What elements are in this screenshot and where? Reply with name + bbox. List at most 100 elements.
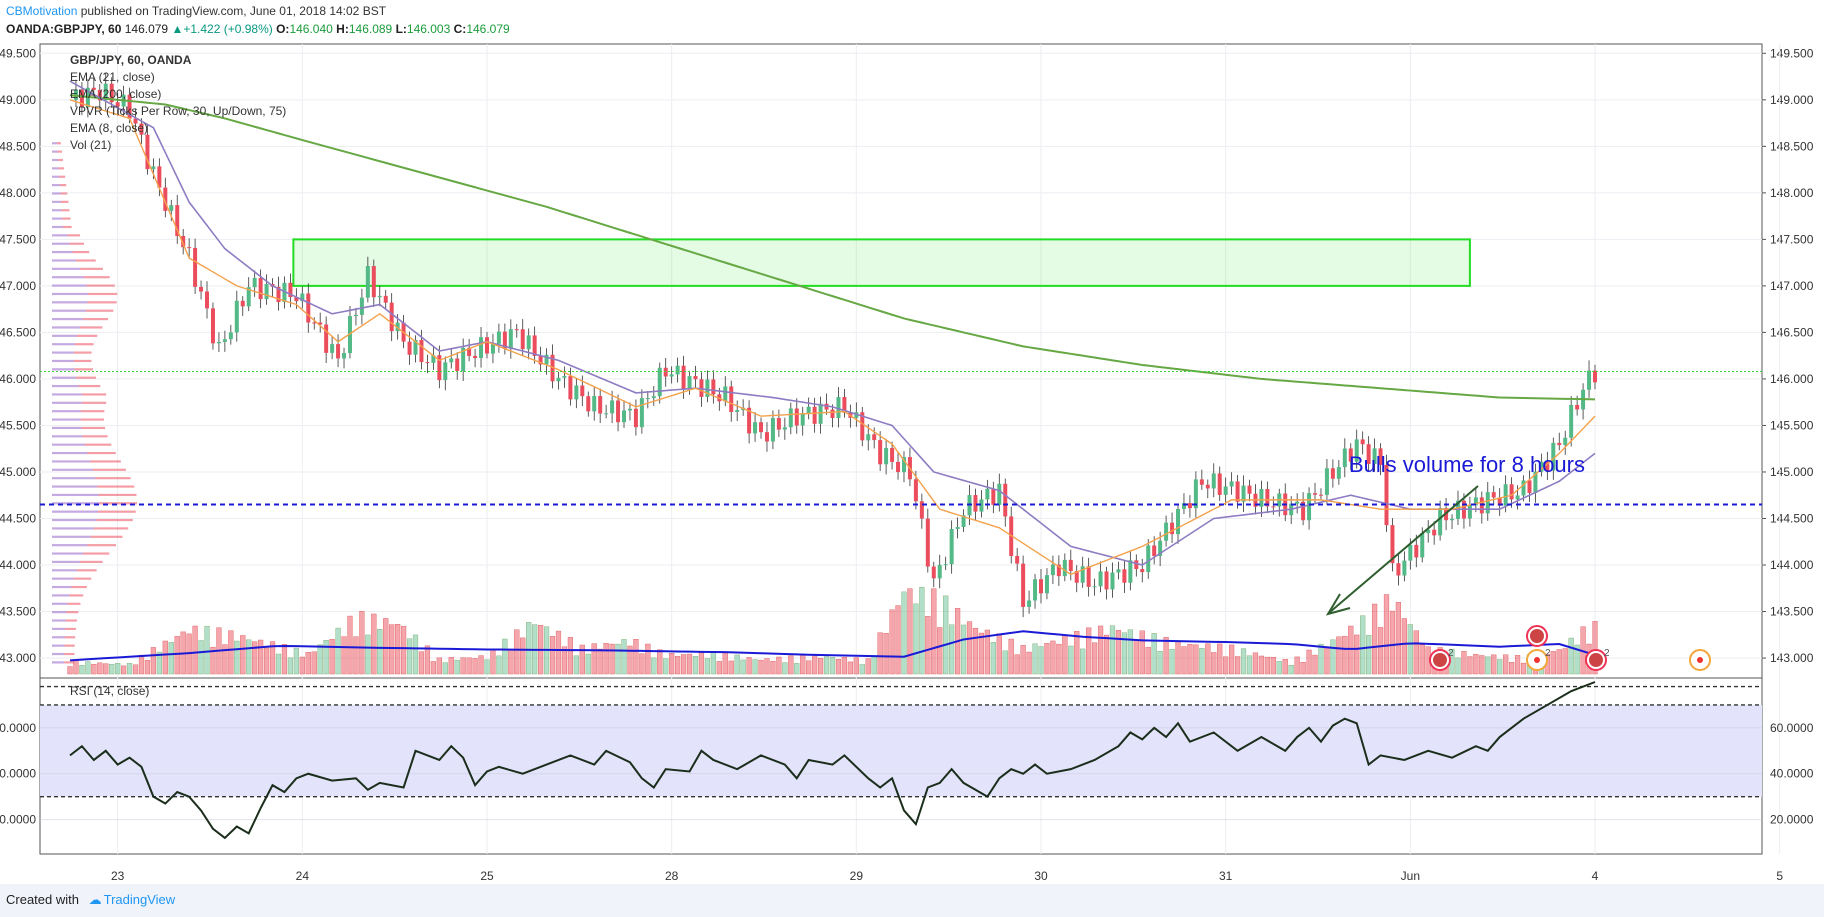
candle-down	[1086, 566, 1091, 587]
rsi-legend[interactable]: RSI (14, close)	[70, 684, 150, 698]
volume-bar	[1568, 637, 1574, 675]
candle-up	[901, 457, 906, 473]
volume-bar	[877, 632, 883, 675]
tradingview-logo-icon[interactable]: ☁	[88, 892, 102, 907]
vpvr-up-bar	[52, 435, 83, 438]
volume-bar	[1288, 664, 1294, 675]
candle-down	[336, 344, 341, 359]
candle-up	[687, 376, 692, 389]
tradingview-link[interactable]: TradingView	[103, 892, 176, 907]
volume-bar	[1092, 642, 1098, 675]
volume-bar	[1306, 649, 1312, 675]
vpvr-up-bar	[52, 468, 93, 471]
volume-bar	[1491, 654, 1497, 675]
vpvr-up-bar	[52, 569, 77, 572]
candle-down	[1348, 448, 1353, 462]
candle-up	[508, 329, 513, 349]
ema8-line	[69, 99, 1596, 576]
vpvr-down-bar	[98, 493, 137, 497]
symbol-label[interactable]: OANDA:GBPJPY, 60	[6, 22, 122, 36]
candle-up	[1473, 497, 1478, 506]
vpvr-down-bar	[69, 242, 84, 245]
volume-bar	[91, 664, 97, 675]
time-tick-label: 23	[111, 869, 125, 883]
candle-up	[216, 341, 221, 344]
volume-bar	[1103, 634, 1110, 675]
candle-down	[306, 293, 311, 323]
legend-item-volume[interactable]: Vol (21)	[70, 138, 112, 152]
vpvr-up-bar	[52, 493, 99, 497]
volume-bar	[1050, 640, 1056, 675]
candle-down	[187, 247, 192, 249]
candle-down	[210, 308, 215, 344]
vpvr-up-bar	[52, 351, 74, 354]
volume-bar	[949, 624, 955, 675]
candle-down	[199, 286, 204, 292]
volume-bar	[1294, 656, 1300, 675]
candle-down	[1575, 404, 1580, 410]
volume-bar	[567, 637, 573, 675]
volume-bar	[252, 641, 258, 675]
volume-bar	[728, 660, 734, 675]
legend-item-vpvr[interactable]: VPVR (Ticks Per Row, 30, Up/Down, 75)	[70, 104, 287, 118]
candle-down	[1187, 503, 1192, 509]
candle-up	[800, 413, 805, 426]
legend-item-ema200[interactable]: EMA (200, close)	[70, 87, 162, 101]
volume-bar	[323, 640, 329, 675]
vpvr-up-bar	[52, 292, 88, 296]
event-count: 2	[1448, 648, 1454, 659]
volume-bar	[293, 647, 299, 675]
candle-down	[139, 123, 144, 135]
price-tick-right: 148.500	[1770, 139, 1814, 153]
volume-bar	[764, 658, 770, 675]
volume-bar	[198, 640, 204, 675]
vpvr-up-bar	[52, 594, 70, 597]
candle-down	[759, 422, 764, 433]
candle-up	[1515, 495, 1520, 500]
vpvr-up-bar	[52, 552, 84, 555]
author-link[interactable]: CBMotivation	[6, 4, 78, 18]
vpvr-up-bar	[52, 225, 63, 229]
volume-bar	[1371, 603, 1378, 675]
candle-up	[228, 332, 233, 340]
volume-bar	[1509, 662, 1515, 675]
volume-bar	[1121, 632, 1127, 675]
candle-up	[1402, 560, 1407, 576]
rsi-tick-right: 40.0000	[1770, 767, 1814, 781]
candle-down	[842, 397, 847, 413]
chart-area[interactable]: 149.500 149.500 149.000 149.000 148.500 148.5…	[0, 42, 1824, 889]
vpvr-up-bar	[52, 518, 97, 522]
vpvr-up-bar	[52, 485, 98, 488]
volume-bar	[1056, 643, 1062, 675]
candle-down	[913, 479, 918, 502]
volume-bar	[1014, 654, 1020, 675]
candle-up	[979, 499, 984, 512]
price-tick-left: 148.000	[0, 186, 36, 200]
volume-bar	[400, 625, 407, 675]
candle-up	[1307, 493, 1312, 521]
price-chart-svg[interactable]: 149.500 149.500 149.000 149.000 148.500 148.5…	[0, 42, 1824, 884]
vpvr-up-bar	[52, 267, 81, 270]
legend-item-ema8[interactable]: EMA (8, close)	[70, 121, 149, 135]
volume-bar	[526, 622, 532, 675]
volume-bar	[1139, 630, 1145, 675]
volume-bar	[73, 660, 79, 675]
uk-flag-icon	[1589, 653, 1603, 667]
candle-down	[205, 291, 210, 309]
candle-up	[359, 297, 364, 315]
candle-up	[330, 344, 335, 353]
vpvr-down-bar	[73, 351, 92, 354]
vpvr-up-bar	[52, 577, 74, 580]
volume-bar	[1520, 662, 1527, 675]
annotation-text[interactable]: Bulls volume for 8 hours	[1349, 452, 1585, 477]
candle-up	[651, 396, 656, 399]
vpvr-up-bar	[52, 251, 73, 254]
legend-item-ema21[interactable]: EMA (21, close)	[70, 70, 155, 84]
volume-bar	[258, 639, 264, 675]
vpvr-down-bar	[82, 317, 109, 321]
candle-up	[1438, 508, 1443, 536]
volume-bar	[1252, 652, 1259, 675]
vpvr-down-bar	[85, 309, 114, 312]
close-value: 146.079	[466, 22, 510, 36]
candle-up	[1587, 370, 1592, 390]
